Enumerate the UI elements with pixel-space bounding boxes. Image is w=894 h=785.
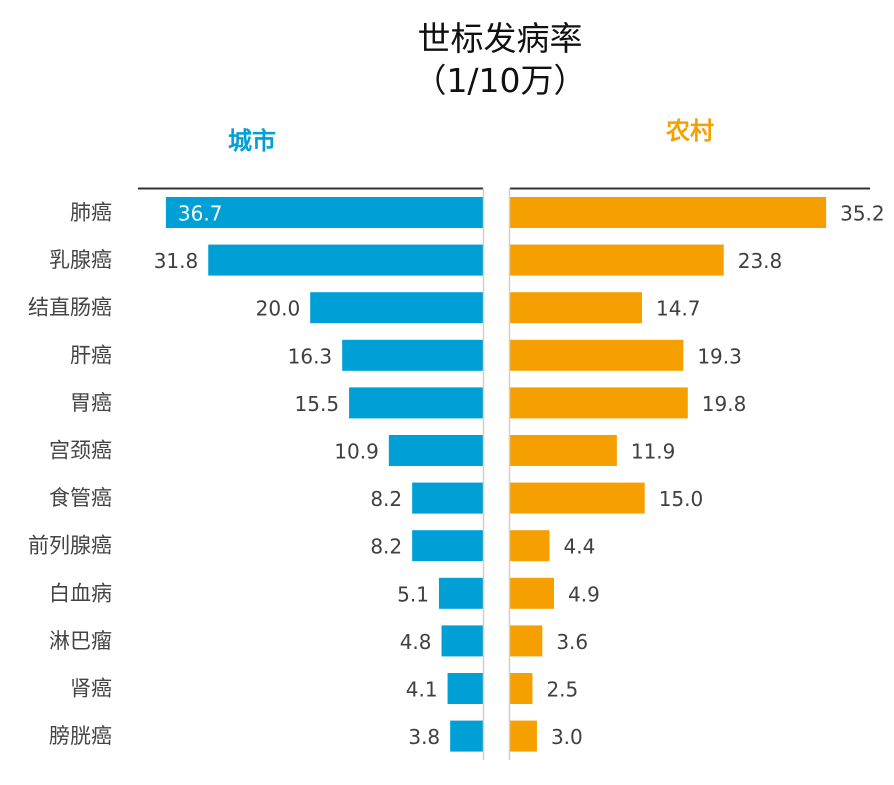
data-label-rural: 3.0 — [551, 725, 583, 749]
bar-urban — [165, 197, 484, 228]
data-label-rural: 19.8 — [702, 392, 747, 416]
data-label-urban: 8.2 — [370, 487, 402, 511]
series-label-urban: 城市 — [228, 127, 276, 155]
bar-rural — [510, 292, 643, 324]
category-label: 乳腺癌 — [49, 248, 112, 272]
bar-rural — [510, 673, 533, 704]
data-label-urban: 16.3 — [288, 344, 333, 368]
bar-rural — [510, 577, 555, 609]
category-label: 膀胱癌 — [49, 724, 112, 748]
category-label: 白血病 — [49, 581, 112, 605]
bar-rural — [510, 197, 827, 228]
bar-rural — [510, 720, 537, 752]
data-label-rural: 15.0 — [659, 487, 704, 511]
data-label-urban: 15.5 — [295, 392, 340, 416]
data-label-urban: 4.1 — [406, 678, 438, 702]
data-label-urban: 5.1 — [397, 582, 429, 606]
data-label-urban: 36.7 — [178, 202, 223, 226]
category-label: 肺癌 — [70, 201, 112, 225]
bar-urban — [447, 673, 483, 704]
bar-urban — [438, 577, 483, 609]
data-label-rural: 14.7 — [656, 297, 701, 321]
chart-subtitle: （1/10万） — [413, 61, 586, 100]
bar-urban — [342, 339, 483, 371]
bar-rural — [510, 339, 684, 371]
data-label-urban: 20.0 — [256, 297, 301, 321]
category-label: 食管癌 — [49, 486, 112, 510]
bar-urban — [388, 435, 483, 466]
series-label-rural: 农村 — [665, 117, 714, 145]
category-label: 宫颈癌 — [49, 439, 112, 463]
data-label-urban: 3.8 — [408, 725, 440, 749]
chart-title: 世标发病率 — [418, 19, 583, 58]
data-label-rural: 23.8 — [738, 249, 783, 273]
data-label-rural: 19.3 — [697, 344, 742, 368]
data-label-urban: 31.8 — [154, 249, 199, 273]
bar-rural — [510, 625, 543, 657]
category-label: 肾癌 — [70, 677, 112, 701]
bar-rural — [510, 530, 550, 562]
bar-urban — [208, 244, 484, 276]
data-label-urban: 4.8 — [400, 630, 432, 654]
data-label-urban: 10.9 — [334, 440, 379, 464]
data-label-rural: 2.5 — [546, 678, 578, 702]
data-label-urban: 8.2 — [370, 535, 402, 559]
data-label-rural: 4.9 — [568, 582, 600, 606]
bar-rural — [510, 244, 724, 276]
category-label: 结直肠癌 — [28, 296, 112, 320]
data-label-rural: 11.9 — [631, 440, 676, 464]
bar-urban — [450, 720, 483, 752]
bar-urban — [310, 292, 483, 324]
bar-urban — [441, 625, 483, 657]
bar-urban — [349, 387, 483, 419]
category-label: 胃癌 — [70, 391, 112, 415]
bar-urban — [412, 482, 483, 514]
bar-rural — [510, 482, 645, 514]
bar-urban — [412, 530, 483, 562]
data-label-rural: 4.4 — [564, 535, 596, 559]
bar-rural — [510, 387, 688, 419]
bar-rural — [510, 435, 617, 466]
data-label-rural: 35.2 — [840, 202, 885, 226]
category-label: 淋巴瘤 — [49, 629, 112, 653]
category-label: 肝癌 — [70, 343, 112, 367]
category-label: 前列腺癌 — [28, 534, 112, 558]
data-label-rural: 3.6 — [556, 630, 588, 654]
